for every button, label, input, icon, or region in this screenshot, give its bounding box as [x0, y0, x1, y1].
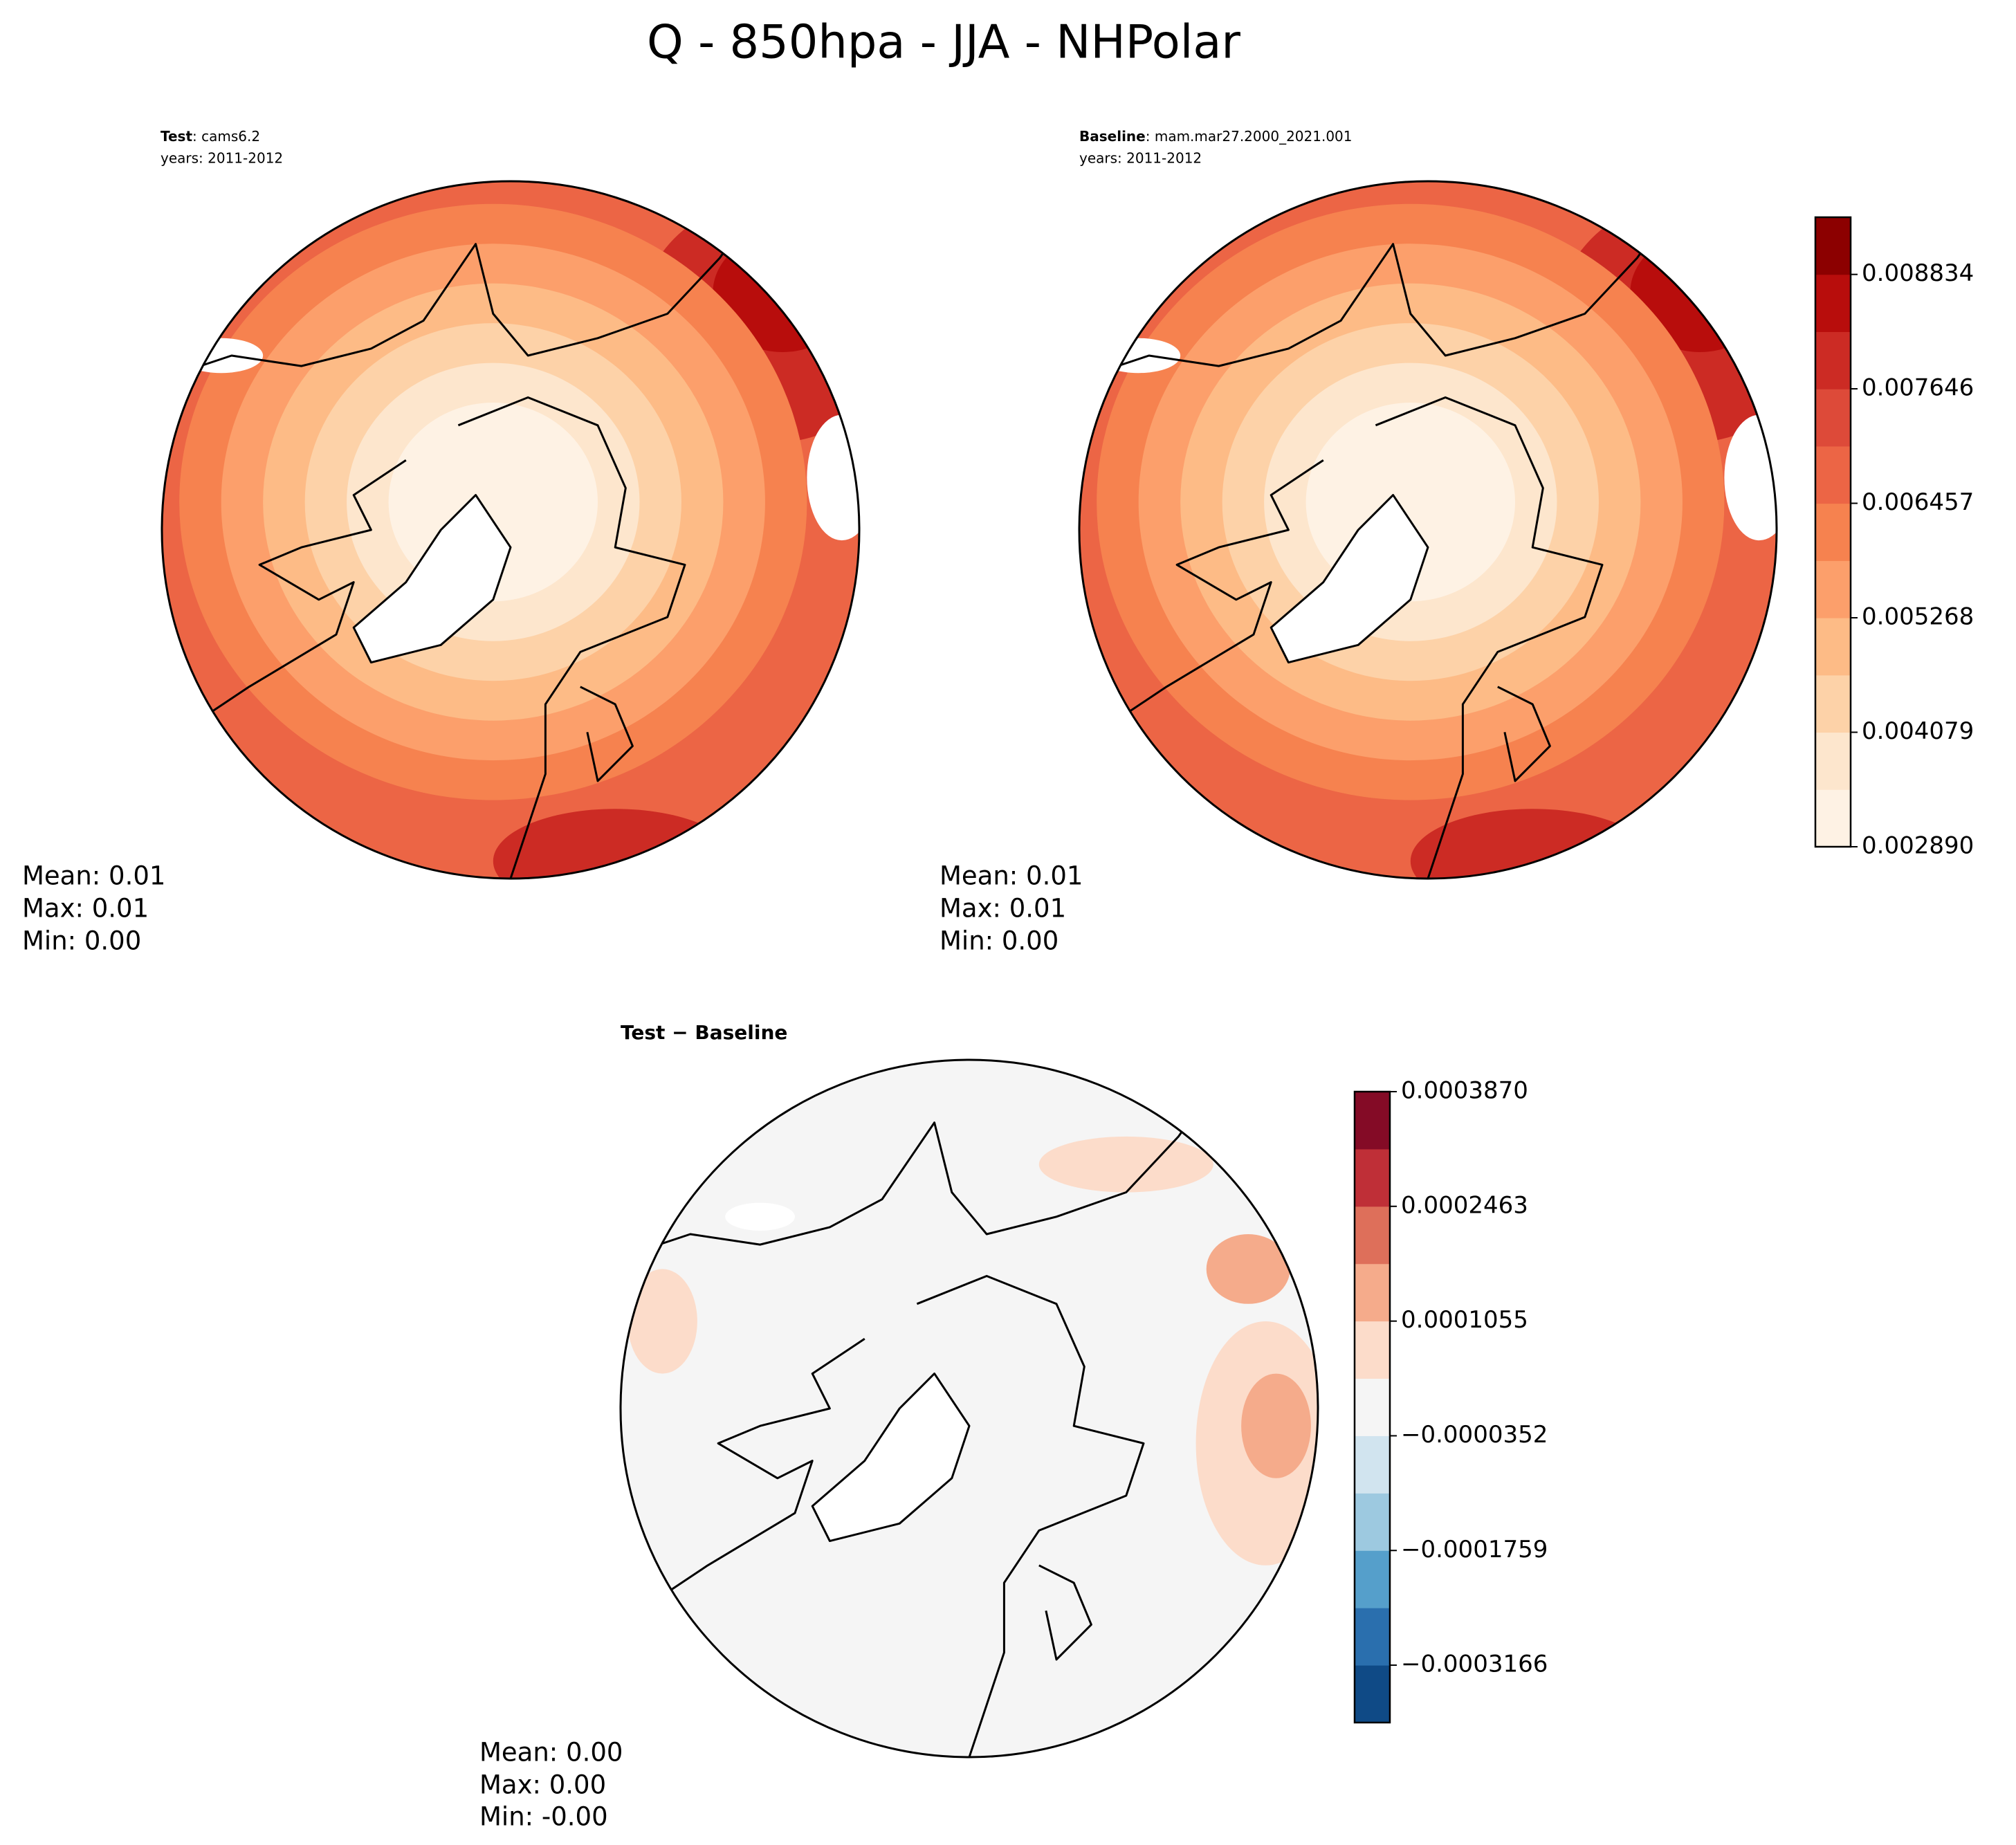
map-field [1206, 1234, 1290, 1304]
map [162, 181, 859, 879]
colorbar-band [1815, 789, 1851, 847]
figure-title: Q - 850hpa - JJA - NHPolar [647, 15, 1240, 69]
colorbar-band [1815, 274, 1851, 332]
colorbar-tick-label: −0.0000352 [1401, 1421, 1548, 1449]
stat: Max: 0.01 [22, 894, 149, 924]
map-border [619, 1058, 1319, 1759]
colorbar-tick-label: 0.007646 [1862, 374, 1974, 402]
coastline [196, 459, 407, 723]
colorbar-band [1355, 1435, 1390, 1494]
stat: Min: -0.00 [479, 1802, 608, 1832]
map-blank [1724, 414, 1777, 541]
colorbar-band [1355, 1665, 1390, 1723]
colorbar-tick-label: −0.0003166 [1401, 1651, 1548, 1678]
coastline [654, 1337, 865, 1601]
map-border [1078, 180, 1778, 880]
panel-label-text: : mam.mar27.2000_2021.001 [1146, 128, 1353, 145]
map-blank [725, 1202, 795, 1231]
coastline [1497, 686, 1551, 782]
colorbar-band [1355, 1321, 1390, 1379]
colorbar-band [1815, 217, 1851, 275]
colorbar-band [1355, 1092, 1390, 1150]
greenland [1271, 495, 1428, 663]
greenland-outline [1270, 494, 1429, 664]
coastline [457, 396, 686, 879]
colorbar-frame [1353, 1090, 1391, 1724]
map-field [621, 1060, 1318, 1757]
panel-label: Baseline: mam.mar27.2000_2021.001 [1079, 128, 1353, 145]
colorbar-band [1815, 674, 1851, 733]
colorbar-band [1355, 1550, 1390, 1608]
colorbar-band [1355, 1378, 1390, 1436]
map-blank [1097, 338, 1181, 374]
panel-years: years: 2011-2012 [1079, 150, 1202, 167]
panel-label-text: : cams6.2 [192, 128, 260, 145]
coastline [1375, 396, 1604, 879]
stat: Mean: 0.01 [22, 861, 165, 891]
panel-label-bold: Test [161, 128, 192, 145]
map [621, 1060, 1318, 1757]
colorbar-band [1815, 389, 1851, 447]
coastline [1096, 198, 1680, 374]
stat: Mean: 0.00 [479, 1738, 623, 1768]
colorbar-tick-label: 0.002890 [1862, 832, 1974, 860]
map-field [1410, 809, 1655, 879]
colorbar-band [1815, 618, 1851, 676]
greenland-outline [811, 1373, 971, 1543]
panel-label-bold: Baseline [1079, 128, 1146, 145]
colorbar-tick-label: 0.004079 [1862, 717, 1974, 745]
map-border [161, 180, 861, 880]
colorbar-tick-label: 0.0001055 [1401, 1306, 1528, 1334]
colorbar-tick-label: 0.0002463 [1401, 1191, 1528, 1219]
colorbar-frame [1814, 216, 1852, 848]
greenland-outline [352, 494, 512, 664]
map-field [627, 1269, 697, 1374]
stat: Mean: 0.01 [940, 861, 1083, 891]
colorbar-band [1355, 1206, 1390, 1265]
colorbar-band [1355, 1493, 1390, 1551]
map-field [1241, 1373, 1311, 1478]
coastline [916, 1274, 1145, 1757]
stat: Min: 0.00 [22, 926, 141, 956]
panel-label: Test − Baseline [621, 1021, 787, 1044]
coastline [637, 1076, 1222, 1253]
colorbar-band [1355, 1263, 1390, 1322]
colorbar-band [1815, 732, 1851, 790]
panel-years: years: 2011-2012 [161, 150, 283, 167]
colorbar-band [1815, 503, 1851, 561]
colorbar-band [1355, 1608, 1390, 1666]
colorbar-band [1815, 446, 1851, 504]
maps [161, 180, 1778, 1759]
colorbar-tick-label: 0.006457 [1862, 488, 1974, 516]
stat: Max: 0.01 [940, 894, 1066, 924]
panel-label: Test: cams6.2 [161, 128, 260, 145]
stat: Max: 0.00 [479, 1770, 606, 1800]
colorbar-tick-label: 0.0003870 [1401, 1077, 1528, 1105]
colorbar-band [1815, 560, 1851, 618]
coastline [178, 198, 763, 374]
coastline [1113, 459, 1324, 723]
coastline [1038, 1564, 1092, 1661]
colorbar-tick-label: −0.0001759 [1401, 1536, 1548, 1563]
map-blank [179, 338, 264, 374]
colorbar-tick-label: 0.008834 [1862, 259, 1974, 287]
map-field [493, 809, 737, 879]
map-field [1038, 1136, 1213, 1193]
stat: Min: 0.00 [940, 926, 1059, 956]
colorbar-band [1355, 1148, 1390, 1207]
coastline [580, 686, 634, 782]
greenland [354, 495, 511, 663]
colorbar-band [1815, 331, 1851, 389]
greenland [812, 1373, 969, 1541]
map [1079, 181, 1777, 879]
map-blank [807, 414, 859, 541]
colorbar-tick-label: 0.005268 [1862, 603, 1974, 631]
